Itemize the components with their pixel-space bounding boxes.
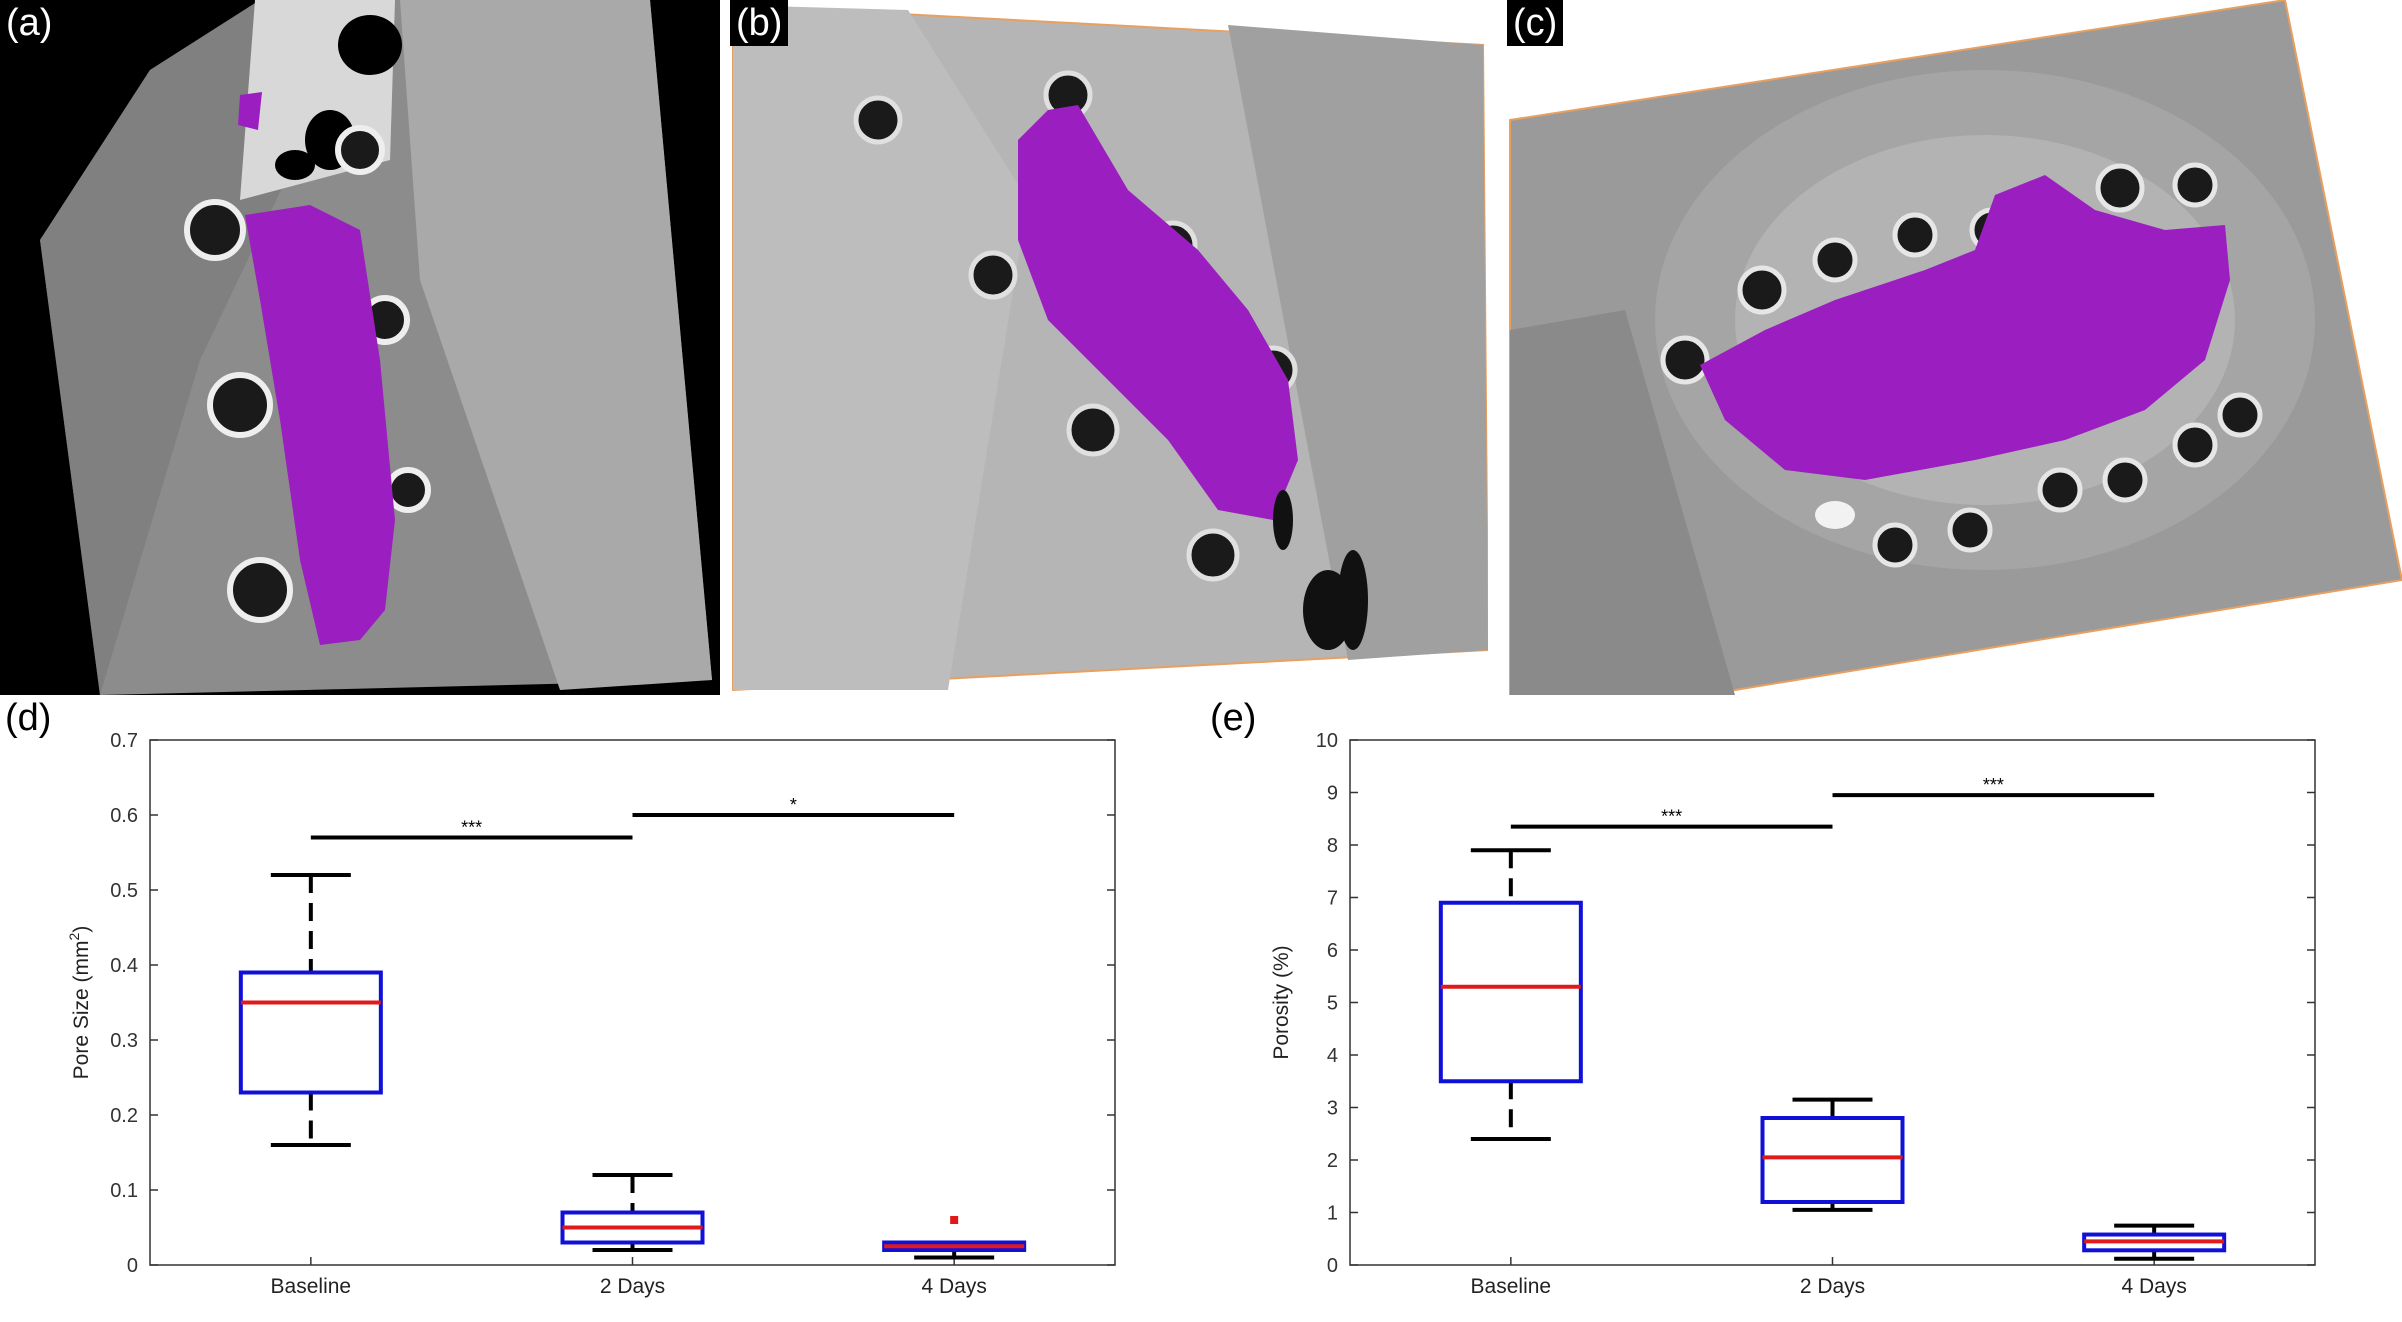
panel-label-c: (c): [1507, 0, 1564, 46]
significance-label: ***: [1661, 807, 1682, 827]
y-tick-label: 7: [1327, 888, 1338, 910]
y-tick-label: 3: [1327, 1098, 1338, 1120]
segmentation-region-c: [1700, 175, 2230, 480]
box-4-days: [2082, 1223, 2227, 1261]
segmentation-region-b: [1018, 105, 1298, 520]
x-tick-label: 2 Days: [600, 1275, 665, 1298]
y-tick-label: 6: [1327, 940, 1338, 962]
panel-label-d: (d): [5, 697, 52, 739]
image-panel-b: (b): [728, 0, 1490, 695]
significance-label: ***: [1983, 775, 2004, 795]
segmentation-region-a: [245, 205, 395, 645]
micro-ct-image-b: [732, 3, 1490, 692]
y-tick-label: 1: [1327, 1203, 1338, 1225]
x-tick-label: 4 Days: [921, 1275, 986, 1298]
panel-label-a: (a): [0, 0, 59, 46]
y-tick-label: 0.6: [110, 805, 138, 827]
y-tick-label: 0: [1327, 1255, 1338, 1277]
iqr-box: [1760, 1116, 1905, 1204]
box-4-days: [882, 1216, 1027, 1260]
iqr-box: [1438, 900, 1583, 1084]
y-tick-label: 10: [1316, 730, 1338, 752]
y-tick-label: 4: [1327, 1045, 1338, 1067]
outlier-point: [950, 1216, 959, 1224]
y-tick-label: 0.4: [110, 955, 138, 977]
y-tick-label: 0.2: [110, 1105, 138, 1127]
y-tick-label: 0.3: [110, 1030, 138, 1052]
y-tick-label: 0: [127, 1255, 138, 1277]
y-tick-label: 2: [1327, 1150, 1338, 1172]
micro-ct-image-c: [1509, 0, 2402, 696]
y-tick-label: 0.1: [110, 1180, 138, 1202]
box-plot-pore-size: 0 0.1 0.2 0.3 0.4 0.5 0.6 0.7 Pore Size (mm2) Bas…: [66, 730, 1116, 1298]
panel-label-b: (b): [730, 0, 789, 46]
chart-panel-d: 0 0.1 0.2 0.3 0.4 0.5 0.6 0.7 Pore Size (mm2) Bas…: [60, 715, 1120, 1317]
y-tick-label: 0.5: [110, 880, 138, 902]
panel-label-e: (e): [1210, 697, 1257, 739]
image-panel-c: (c): [1505, 0, 2402, 696]
image-panel-a: (a): [0, 0, 720, 695]
y-tick-label: 8: [1327, 835, 1338, 857]
electrode-holes-c: [1660, 162, 2263, 568]
x-tick-label: Baseline: [271, 1275, 352, 1298]
x-tick-label: 4 Days: [2121, 1275, 2186, 1298]
significance-label: *: [790, 795, 797, 815]
y-axis-label: Pore Size (mm2): [66, 926, 93, 1080]
y-tick-label: 9: [1327, 783, 1338, 805]
box-2-days: [1760, 1097, 1905, 1212]
y-tick-label: 0.7: [110, 730, 138, 752]
box-2-days: [560, 1173, 705, 1252]
box-baseline: [238, 873, 383, 1147]
x-tick-label: Baseline: [1471, 1275, 1552, 1298]
chart-panel-e: 0 1 2 3 4 5 6 7 8 9 10 Porosity (%) Baseline 2 Days 4 …: [1260, 715, 2320, 1317]
y-axis-label: Porosity (%): [1270, 945, 1293, 1059]
y-tick-label: 5: [1327, 993, 1338, 1015]
chart-1: 0 1 2 3 4 5 6 7 8 9 10 Porosity (%) Baseline 2 Days 4 …: [1270, 730, 2316, 1298]
significance-label: ***: [461, 818, 482, 838]
chart-0: 0 0.1 0.2 0.3 0.4 0.5 0.6 0.7 Pore Size (mm2) Bas…: [66, 730, 1116, 1298]
micro-ct-image-a: [0, 0, 720, 695]
box-plot-porosity: 0 1 2 3 4 5 6 7 8 9 10 Porosity (%) Baseline 2 Days 4 …: [1270, 730, 2316, 1298]
iqr-box: [238, 970, 383, 1095]
box-baseline: [1438, 848, 1583, 1141]
x-tick-label: 2 Days: [1800, 1275, 1865, 1298]
